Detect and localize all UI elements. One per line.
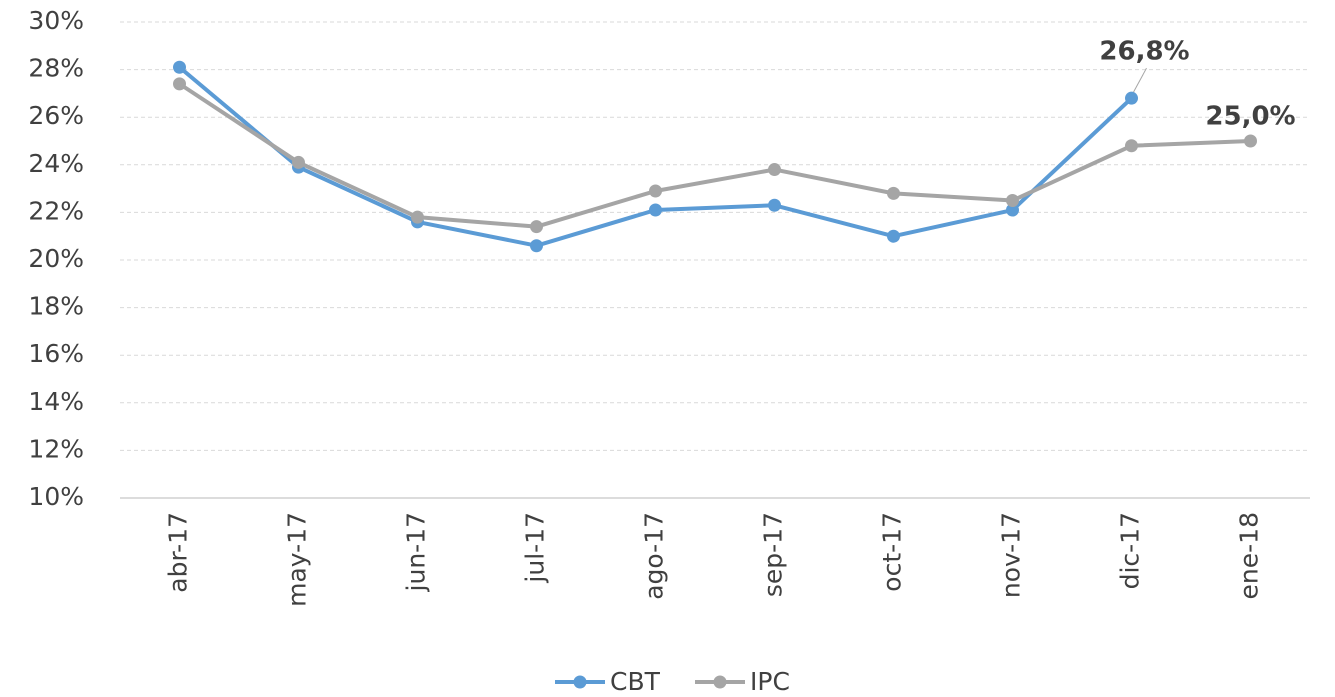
y-tick-label: 24% xyxy=(28,149,84,178)
y-tick-label: 26% xyxy=(28,101,84,130)
x-tick-label: nov-17 xyxy=(997,512,1026,598)
data-point xyxy=(768,198,781,212)
data-point xyxy=(411,210,424,224)
x-tick-label: ene-18 xyxy=(1235,512,1264,599)
y-tick-label: 10% xyxy=(28,482,84,511)
y-tick-label: 20% xyxy=(28,244,84,273)
y-tick-label: 18% xyxy=(28,292,84,321)
data-point xyxy=(173,77,186,91)
legend-label: IPC xyxy=(750,667,790,696)
data-point xyxy=(1006,203,1019,217)
x-tick-label: oct-17 xyxy=(878,512,907,592)
data-point xyxy=(887,186,900,200)
data-point xyxy=(530,220,543,234)
value-label: 25,0% xyxy=(1205,102,1295,132)
data-point xyxy=(1006,194,1019,207)
y-tick-label: 14% xyxy=(28,387,84,416)
series-line xyxy=(178,82,1251,229)
y-tick-label: 16% xyxy=(28,339,84,368)
y-tick-label: 12% xyxy=(28,434,84,463)
data-point xyxy=(768,163,781,177)
legend-label: CBT xyxy=(610,667,661,696)
x-tick-label: ago-17 xyxy=(640,512,669,600)
x-tick-label: abr-17 xyxy=(164,512,193,593)
x-tick-label: may-17 xyxy=(283,512,312,607)
value-label: 26,8% xyxy=(1099,37,1189,67)
data-point xyxy=(1125,139,1138,153)
data-point xyxy=(1125,91,1138,105)
data-point xyxy=(649,184,662,198)
data-point xyxy=(887,229,900,243)
series-line xyxy=(178,65,1133,248)
leader-line xyxy=(1133,67,1147,93)
legend-marker xyxy=(573,675,587,689)
x-tick-label: dic-17 xyxy=(1116,512,1145,589)
x-tick-label: jun-17 xyxy=(402,512,431,592)
data-point xyxy=(1244,134,1257,148)
data-point xyxy=(292,155,305,169)
y-tick-label: 28% xyxy=(28,54,84,83)
data-point xyxy=(649,203,662,217)
x-tick-label: jul-17 xyxy=(521,512,550,584)
legend-marker xyxy=(713,675,727,689)
data-point xyxy=(530,239,543,253)
y-tick-label: 30% xyxy=(28,6,84,35)
y-tick-label: 22% xyxy=(28,196,84,225)
x-tick-label: sep-17 xyxy=(759,512,788,597)
data-point xyxy=(173,60,186,74)
